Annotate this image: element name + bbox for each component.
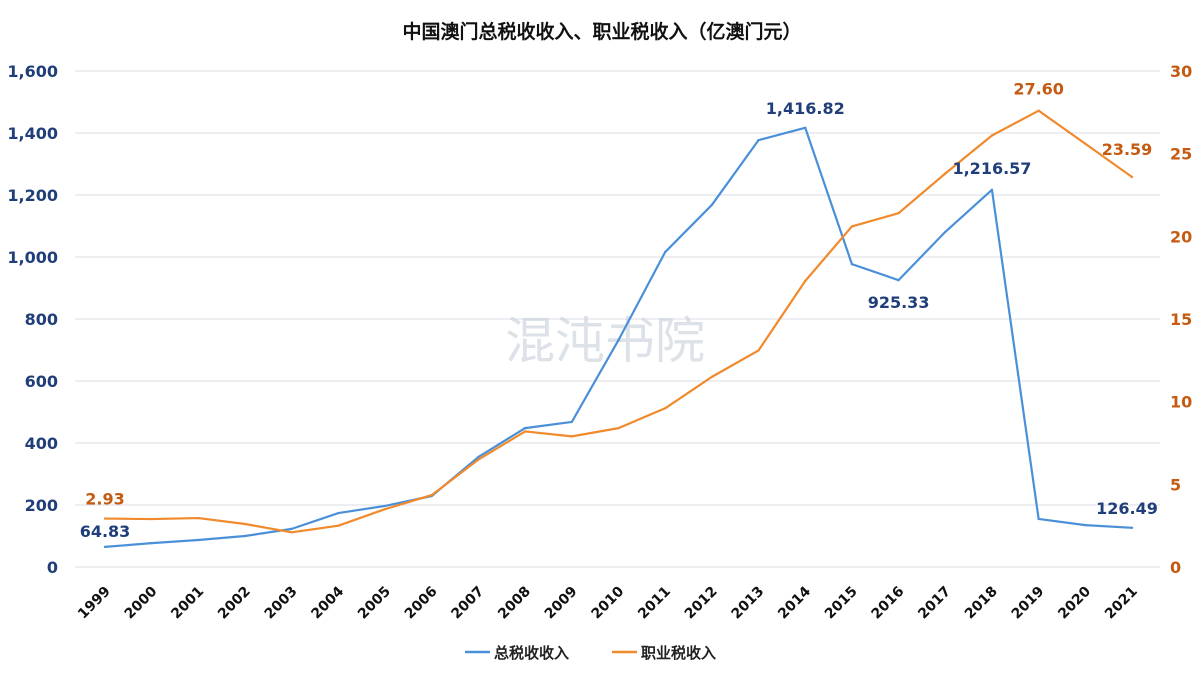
data-point — [944, 172, 947, 175]
data-point — [243, 522, 247, 526]
x-axis-tick: 2014 — [775, 583, 814, 622]
data-point — [1084, 523, 1087, 527]
legend-label: 总税收收入 — [494, 644, 569, 662]
x-axis-tick: 2008 — [495, 584, 534, 623]
x-axis-tick: 2009 — [542, 584, 581, 623]
left-axis-tick: 1,400 — [7, 124, 58, 143]
data-point — [570, 435, 574, 438]
right-axis-tick: 20 — [1170, 227, 1192, 246]
x-axis-tick: 2010 — [588, 583, 627, 622]
x-axis-tick: 2005 — [355, 584, 394, 623]
watermark: 混沌书院 — [505, 312, 705, 370]
x-axis-tick: 2003 — [262, 584, 301, 623]
x-axis-tick: 2015 — [822, 584, 861, 623]
data-point — [1130, 526, 1134, 529]
data-point — [477, 455, 480, 459]
x-axis-tick: 2018 — [962, 584, 1001, 623]
data-point — [570, 420, 574, 424]
data-label: 64.83 — [80, 522, 131, 541]
right-axis-tick: 5 — [1170, 475, 1181, 494]
data-label: 126.49 — [1096, 499, 1158, 518]
right-axis-tick: 0 — [1170, 558, 1181, 577]
data-point — [150, 517, 153, 521]
data-point — [103, 517, 107, 520]
data-point — [897, 211, 900, 215]
x-axis-tick: 2012 — [682, 584, 721, 623]
data-point — [617, 426, 620, 430]
data-point — [243, 534, 247, 538]
x-axis-tick: 2006 — [402, 584, 441, 623]
data-point — [523, 426, 527, 430]
data-point — [1037, 517, 1040, 521]
data-point — [383, 504, 387, 508]
x-axis-tick: 1999 — [75, 584, 114, 623]
data-point — [663, 407, 667, 410]
data-label: 1,216.57 — [952, 159, 1031, 178]
left-axis-tick: 600 — [25, 372, 58, 391]
x-axis-tick: 2011 — [635, 584, 674, 623]
data-label: 925.33 — [868, 293, 930, 312]
x-axis-tick: 2000 — [122, 583, 161, 622]
left-axis-tick: 1,600 — [7, 62, 58, 81]
data-point — [710, 203, 714, 207]
right-axis-tick: 25 — [1170, 145, 1192, 164]
left-axis-tick: 1,200 — [7, 186, 58, 205]
data-point — [804, 126, 807, 129]
x-axis-tick: 2020 — [1055, 583, 1094, 622]
data-point — [383, 507, 387, 511]
legend-label: 职业税收入 — [641, 644, 716, 662]
data-point — [150, 541, 153, 545]
left-axis-tick: 0 — [47, 558, 58, 577]
data-point — [337, 511, 340, 515]
right-axis-tick: 30 — [1170, 62, 1192, 81]
data-point — [1084, 142, 1087, 145]
data-point — [197, 538, 200, 542]
x-axis-tick: 2004 — [308, 583, 347, 622]
data-point — [1037, 109, 1040, 112]
data-point — [477, 458, 480, 461]
data-point — [897, 278, 900, 282]
x-axis-tick: 2013 — [729, 584, 768, 623]
data-point — [990, 188, 994, 192]
left-axis-tick: 400 — [25, 434, 58, 453]
data-label: 1,416.82 — [766, 99, 845, 118]
chart-title: 中国澳门总税收收入、职业税收入（亿澳门元） — [402, 20, 801, 43]
right-axis-tick: 15 — [1170, 310, 1192, 329]
right-axis-tick: 10 — [1170, 393, 1192, 412]
data-point — [850, 262, 854, 266]
data-point — [430, 493, 433, 497]
x-axis-tick: 2021 — [1102, 584, 1141, 623]
data-point — [337, 524, 340, 527]
data-point — [617, 338, 620, 342]
data-point — [663, 250, 667, 254]
data-point — [290, 531, 293, 534]
x-axis-tick: 2019 — [1009, 584, 1048, 623]
x-axis-tick: 2017 — [915, 584, 954, 623]
data-point — [757, 138, 760, 142]
data-point — [850, 225, 854, 228]
data-point — [804, 279, 807, 283]
data-point — [197, 516, 200, 520]
left-axis-tick: 1,000 — [7, 248, 58, 267]
left-axis-tick: 800 — [25, 310, 58, 329]
left-axis-tick: 200 — [25, 496, 58, 515]
data-label: 2.93 — [85, 490, 124, 509]
data-point — [710, 375, 714, 379]
data-point — [523, 430, 527, 433]
data-label: 23.59 — [1102, 140, 1153, 159]
data-point — [990, 134, 994, 137]
data-point — [757, 349, 760, 352]
x-axis-tick: 2001 — [168, 584, 207, 623]
x-axis-tick: 2016 — [869, 584, 908, 623]
data-point — [290, 527, 293, 531]
x-axis-tick: 2007 — [448, 584, 487, 623]
data-point — [103, 545, 107, 549]
data-label: 27.60 — [1013, 80, 1064, 99]
x-axis-tick: 2002 — [215, 584, 254, 623]
data-point — [1130, 175, 1134, 179]
data-point — [944, 230, 947, 234]
